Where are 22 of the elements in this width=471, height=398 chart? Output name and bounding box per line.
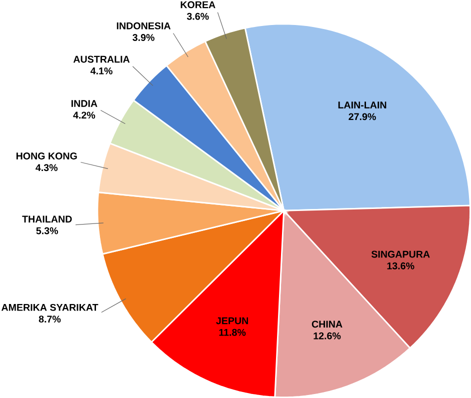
data-label: 11.8% bbox=[219, 328, 246, 336]
data-label: 3.6% bbox=[186, 12, 209, 20]
slice-label: SINGAPURA bbox=[371, 250, 430, 258]
data-label: 4.1% bbox=[90, 67, 112, 74]
slice-label: KOREA bbox=[180, 1, 216, 8]
slice-label: AMERIKA SYARIKAT bbox=[1, 304, 98, 311]
data-label: 4.2% bbox=[73, 112, 96, 119]
slice-label: INDIA bbox=[71, 100, 98, 107]
slice-label: THAILAND bbox=[22, 216, 72, 222]
data-label: 12.6% bbox=[314, 332, 341, 340]
slice-label: AUSTRALIA bbox=[73, 56, 130, 63]
data-label: 4.3% bbox=[36, 164, 58, 172]
slice-label: HONG KONG bbox=[16, 152, 77, 160]
slice-label: INDONESIA bbox=[116, 22, 171, 30]
data-label: 27.9% bbox=[348, 113, 376, 120]
data-label: 8.7% bbox=[38, 316, 61, 323]
data-label: 3.9% bbox=[132, 34, 154, 41]
slice-label: CHINA bbox=[312, 320, 342, 328]
data-label: 13.6% bbox=[387, 262, 414, 270]
slice-label: LAIN-LAIN bbox=[338, 102, 386, 108]
data-label: 5.3% bbox=[36, 227, 58, 234]
slice-label: JEPUN bbox=[216, 317, 248, 324]
